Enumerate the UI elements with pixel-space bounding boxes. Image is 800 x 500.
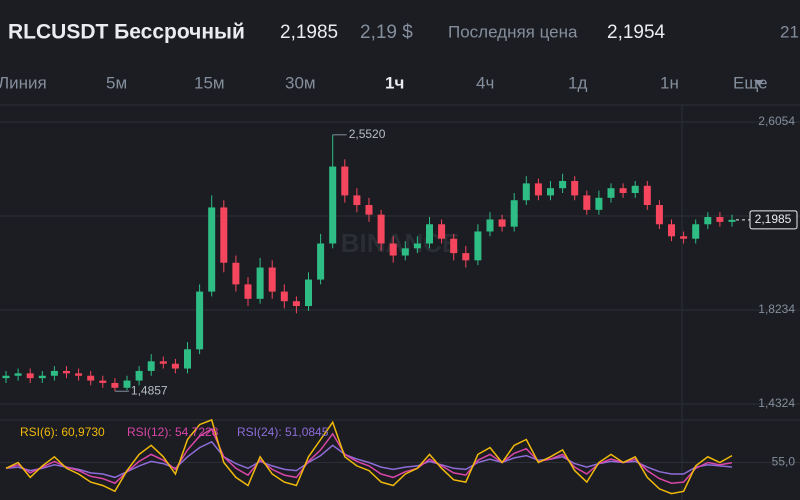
candle-body: [63, 370, 70, 374]
candle-body: [655, 205, 663, 225]
candle-body: [377, 214, 385, 244]
candle-body: [353, 195, 361, 206]
timeframe-tab[interactable]: 1ч: [385, 73, 404, 92]
candle-body: [305, 279, 312, 307]
timeframe-tab[interactable]: 5м: [106, 73, 127, 92]
candle-body: [159, 361, 167, 364]
candle-body: [438, 224, 446, 239]
timeframe-tab[interactable]: 4ч: [476, 73, 494, 92]
candle-body: [450, 238, 458, 254]
candle-body: [75, 373, 83, 376]
candle-body: [317, 243, 325, 280]
candle-body: [365, 205, 373, 215]
candle-body: [704, 217, 712, 225]
current-price-label: 2,1985: [755, 212, 792, 226]
candle-body: [716, 217, 724, 222]
price: 2,1985: [280, 22, 338, 43]
candle-body: [14, 373, 22, 376]
candle-body: [87, 375, 95, 381]
annotation-label: 2,5520: [349, 127, 386, 141]
candle-body: [329, 166, 337, 244]
candle-body: [256, 267, 264, 299]
cut-off-text: 21: [780, 22, 799, 41]
candle-body: [135, 370, 143, 381]
candle-body: [462, 253, 470, 261]
candle-body: [474, 231, 482, 261]
candle-body: [559, 180, 567, 189]
dropdown-arrow: [754, 80, 764, 86]
candle-body: [196, 291, 204, 350]
price-usd: 2,19 $: [360, 22, 413, 43]
candle-body: [692, 224, 700, 239]
candle-body: [50, 370, 58, 376]
y-tick-label: 1,8234: [758, 302, 795, 316]
current-price-tag: [749, 210, 798, 230]
y-tick-label: 2,6054: [758, 114, 795, 128]
candle-body: [111, 382, 119, 388]
timeframe-tab[interactable]: 1д: [568, 73, 587, 92]
candle-body: [232, 262, 240, 285]
candle-body: [171, 363, 179, 369]
candle-body: [643, 185, 651, 206]
candle-body: [522, 183, 530, 201]
legend-entry: RSI(6): 60,9730: [20, 425, 105, 439]
candle-body: [668, 224, 675, 237]
candle-body: [680, 236, 688, 239]
annotation-label: 1,4857: [131, 383, 168, 397]
candle-body: [631, 185, 639, 194]
candle-body: [426, 224, 433, 244]
candle-body: [547, 188, 554, 196]
candle-body: [147, 361, 155, 371]
candle-body: [292, 301, 300, 307]
rsi-line: [5, 418, 733, 495]
y-tick-label: 55,0: [772, 455, 796, 469]
candle-body: [510, 200, 518, 227]
candle-body: [244, 284, 252, 299]
timeframe-tab[interactable]: Еще: [733, 73, 768, 92]
timeframe-tab[interactable]: 15м: [194, 73, 225, 92]
timeframe-tabs: Линия 5м 15м 30м 1ч 4ч 1д 1н Еще: [0, 73, 768, 92]
candle-body: [595, 197, 603, 210]
candle-body: [38, 375, 46, 379]
candle-body: [583, 195, 591, 210]
timeframe-tab[interactable]: 1н: [660, 73, 679, 92]
candle-body: [413, 243, 421, 249]
candle-body: [389, 243, 397, 256]
candle-body: [99, 380, 107, 383]
candle-body: [486, 219, 494, 232]
candle-body: [220, 207, 228, 263]
candle-body: [571, 180, 579, 196]
candle-body: [607, 188, 615, 198]
legend-entry: RSI(12): 54,7228: [127, 425, 219, 439]
last-price: 2,1954: [607, 22, 666, 43]
last-price-label: Последняя цена: [448, 22, 578, 41]
y-tick-label: 1,4324: [758, 396, 795, 410]
timeframe-tab[interactable]: Линия: [0, 73, 47, 92]
candle-body: [341, 166, 349, 196]
candle-body: [619, 188, 627, 194]
candle-body: [534, 183, 542, 196]
symbol: RLCUSDT Бессрочный: [8, 21, 245, 44]
legend-entry: RSI(24): 51,0845: [237, 425, 329, 439]
candle-body: [184, 349, 191, 369]
plot: 2,60542,21441,82341,4324BINANCE2,55201,4…: [0, 114, 800, 495]
candle-body: [498, 219, 506, 227]
candle-body: [26, 373, 34, 379]
candle-body: [728, 219, 736, 222]
candle-body: [401, 248, 409, 256]
candle-body: [2, 375, 10, 379]
candle-body: [268, 267, 276, 292]
candle-body: [123, 380, 131, 388]
candle-body: [208, 207, 216, 292]
candle-body: [280, 291, 288, 302]
timeframe-tab[interactable]: 30м: [285, 73, 316, 92]
